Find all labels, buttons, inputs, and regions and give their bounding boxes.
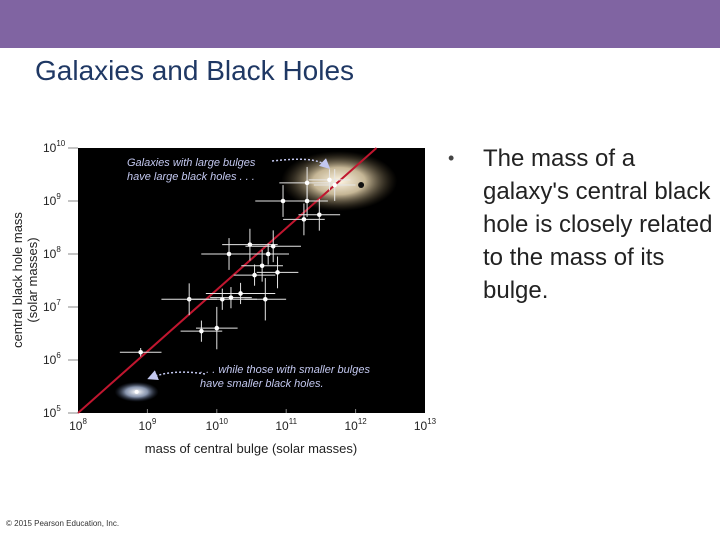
data-point-17 xyxy=(283,203,325,236)
annotation-arrow xyxy=(147,370,206,380)
point-marker xyxy=(252,272,257,278)
x-tick-label: 1013 xyxy=(414,417,437,433)
annotation-line: have large black holes . . . xyxy=(127,171,255,183)
data-point-8 xyxy=(244,278,287,321)
annotation-small-bulges: . . . while those with smaller bulges hav… xyxy=(147,364,370,390)
data-point-1 xyxy=(119,348,162,357)
bullet-marker: • xyxy=(448,148,455,168)
point-marker xyxy=(214,325,220,331)
point-marker xyxy=(275,270,280,275)
y-tick-label: 109 xyxy=(43,192,61,208)
data-point-13 xyxy=(247,243,290,265)
y-tick-label: 107 xyxy=(43,298,61,314)
x-tick-label: 109 xyxy=(138,417,156,433)
y-axis-label: central black hole mass(solar masses) xyxy=(10,212,40,348)
copyright-notice: © 2015 Pearson Education, Inc. xyxy=(6,519,120,528)
header-bar xyxy=(0,0,720,48)
y-tick-label: 105 xyxy=(43,404,61,420)
point-marker xyxy=(259,263,265,269)
data-point-20 xyxy=(279,166,335,199)
y-tick-label: 1010 xyxy=(43,139,66,155)
slide-title: Galaxies and Black Holes xyxy=(35,55,355,86)
data-point-19 xyxy=(298,198,341,231)
data-point-14 xyxy=(245,230,301,263)
trend-line xyxy=(77,147,378,414)
point-marker xyxy=(238,291,243,296)
point-marker xyxy=(304,180,310,186)
point-marker xyxy=(304,198,310,204)
data-point-15 xyxy=(256,256,299,289)
point-marker xyxy=(226,251,232,257)
point-marker xyxy=(138,349,143,355)
x-tick-label: 1012 xyxy=(344,417,367,433)
x-tick-label: 1010 xyxy=(206,417,229,433)
data-point-21 xyxy=(308,169,351,191)
point-marker xyxy=(280,198,286,204)
point-marker xyxy=(327,177,332,183)
data-point-11 xyxy=(233,264,276,286)
annotation-line: . . . while those with smaller bulges xyxy=(200,364,370,376)
x-tick-label: 1011 xyxy=(275,417,297,433)
point-marker xyxy=(199,328,204,334)
data-point-6 xyxy=(210,287,252,309)
point-marker xyxy=(301,217,307,222)
data-point-12 xyxy=(241,249,283,282)
y-tick-label: 106 xyxy=(43,351,61,367)
annotation-line: have smaller black holes. xyxy=(200,378,324,390)
x-axis-label: mass of central bulge (solar masses) xyxy=(145,441,357,456)
point-marker xyxy=(317,212,322,218)
data-point-3 xyxy=(180,320,223,342)
small-bulge-galaxy-point xyxy=(134,389,139,394)
point-marker xyxy=(265,251,271,257)
point-marker xyxy=(270,243,276,249)
data-point-4 xyxy=(195,306,238,350)
bullet-text: The mass of a galaxy's central black hol… xyxy=(483,145,713,304)
large-bulge-galaxy-point xyxy=(358,182,365,189)
y-tick-label: 108 xyxy=(43,245,61,261)
point-marker xyxy=(228,295,234,300)
annotation-line: Galaxies with large bulges xyxy=(127,157,256,169)
data-point-7 xyxy=(205,282,276,305)
black-hole-bulge-chart: Galaxies with large bulges have large bla… xyxy=(10,139,437,456)
point-marker xyxy=(332,182,338,188)
point-marker xyxy=(263,296,268,302)
data-point-22 xyxy=(313,169,356,201)
x-tick-label: 108 xyxy=(69,417,87,433)
annotation-large-bulges: Galaxies with large bulges have large bla… xyxy=(127,157,331,183)
